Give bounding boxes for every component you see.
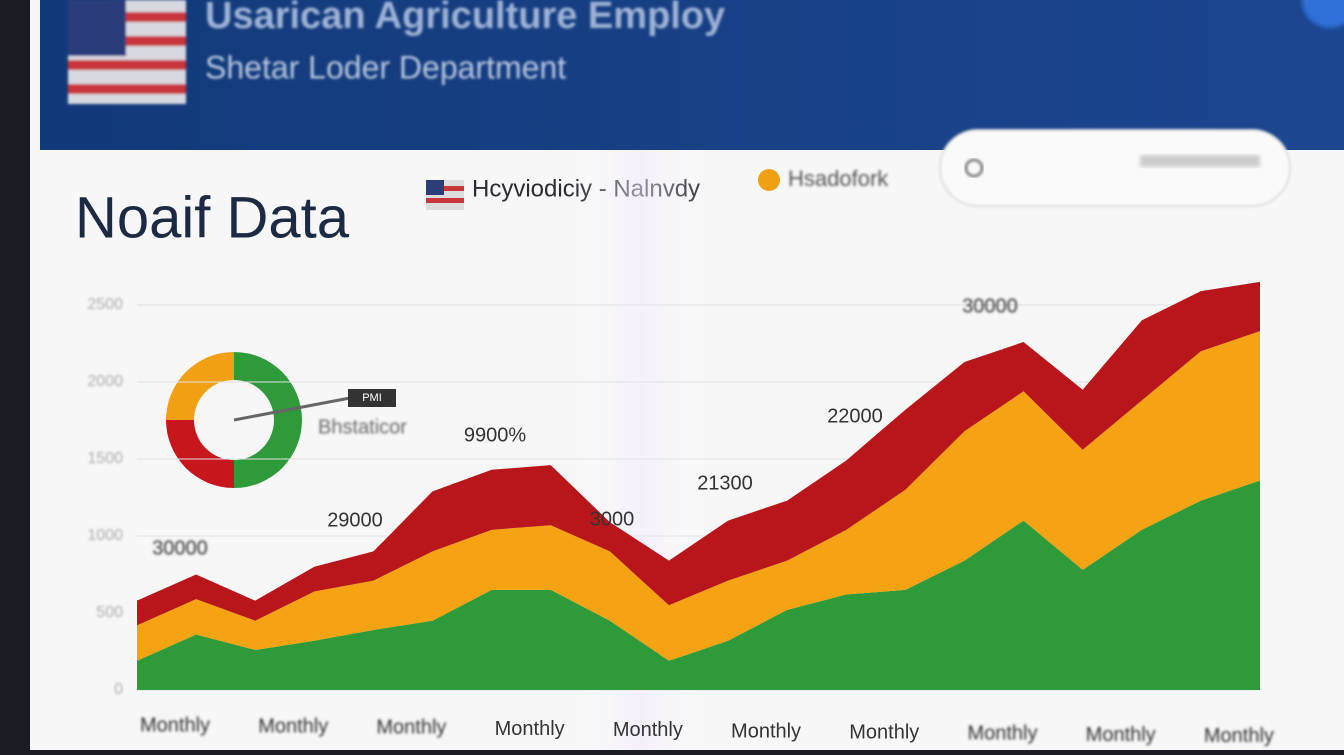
annotation: 30000 (962, 295, 1018, 317)
plot: PMI Bhstaticor 0 500 1000 1500 2000 2500 Monthly… (87, 281, 1274, 747)
search-box[interactable] (939, 129, 1291, 207)
annotation: 9900% (464, 424, 526, 446)
tag-box (348, 389, 396, 407)
y-tick-label: 500 (96, 604, 123, 621)
area (137, 281, 1260, 626)
header-bar (40, 0, 1344, 150)
tag-text: PMI (362, 392, 382, 404)
x-tick-label: Monthly (613, 719, 683, 741)
header-subtitle: Shetar Loder Department (205, 49, 566, 85)
x-tick-label: Monthly (849, 721, 919, 743)
search-placeholder (1140, 155, 1260, 167)
annotation: 29000 (327, 509, 383, 531)
x-tick-label: Monthly (140, 714, 210, 736)
y-tick-label: 1000 (87, 527, 123, 544)
annotation: 30000 (152, 537, 208, 559)
donut-slice (166, 352, 234, 420)
header-title: Usarican Agriculture Employ (205, 0, 725, 37)
donut-slice (166, 420, 234, 488)
area (137, 480, 1260, 690)
annotation: 3000 (590, 508, 635, 530)
x-tick-label: Monthly (1204, 725, 1274, 747)
page-title: Noaif Data (75, 185, 350, 250)
annotation: 22000 (827, 405, 883, 427)
donut-label: Bhstaticor (318, 416, 407, 438)
pointer (233, 396, 351, 422)
y-tick-label: 1500 (87, 450, 123, 467)
y-tick-label: 0 (114, 681, 123, 698)
avatar[interactable] (1302, 0, 1344, 28)
x-tick-label: Monthly (376, 717, 446, 739)
flag (68, 0, 186, 104)
y-tick-label: 2500 (87, 296, 123, 313)
legend-flag (426, 180, 464, 210)
x-tick-label: Monthly (258, 715, 328, 737)
annotation: 21300 (697, 472, 753, 494)
x-tick-label: Monthly (1086, 724, 1156, 746)
search-icon (964, 158, 984, 178)
x-tick-label: Monthly (967, 723, 1037, 745)
y-tick-label: 2000 (87, 373, 123, 390)
area (137, 331, 1260, 661)
legend-item[interactable]: Hsadofork (788, 166, 889, 191)
x-tick-label: Monthly (495, 718, 565, 740)
x-tick-label: Monthly (731, 720, 801, 742)
donut-slice (234, 352, 302, 488)
legend-dot (758, 169, 780, 191)
